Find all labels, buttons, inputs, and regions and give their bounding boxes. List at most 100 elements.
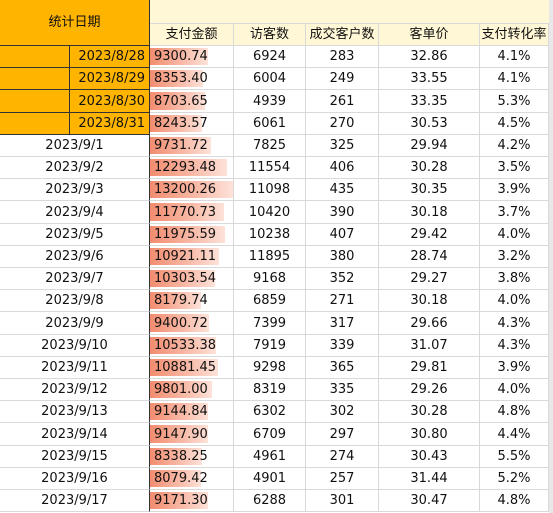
cell-conversion[interactable]: 5.3% <box>480 90 549 113</box>
cell-amount[interactable]: 9144.84 <box>150 401 234 423</box>
cell-avg-order[interactable]: 28.74 <box>379 246 480 268</box>
cell-date[interactable]: 2023/9/8 <box>0 290 150 312</box>
cell-date[interactable]: 2023/9/10 <box>0 335 150 357</box>
cell-date[interactable]: 2023/9/2 <box>0 157 150 179</box>
cell-visitors[interactable]: 9168 <box>234 268 306 290</box>
cell-visitors[interactable]: 11098 <box>234 179 306 201</box>
cell-date[interactable]: 2023/9/4 <box>0 201 150 224</box>
cell-date[interactable]: 2023/9/5 <box>0 224 150 246</box>
cell-customers[interactable]: 352 <box>306 268 379 290</box>
cell-amount[interactable]: 9171.30 <box>150 490 234 512</box>
cell-amount[interactable]: 9731.72 <box>150 135 234 157</box>
header-date[interactable]: 统计日期 <box>0 0 150 46</box>
cell-date[interactable]: 2023/8/28 <box>70 46 150 68</box>
cell-amount[interactable]: 10303.54 <box>150 268 234 290</box>
cell-avg-order[interactable]: 29.42 <box>379 224 480 246</box>
cell-conversion[interactable]: 5.2% <box>480 468 549 490</box>
cell-amount[interactable]: 9400.72 <box>150 312 234 335</box>
cell-avg-order[interactable]: 30.18 <box>379 201 480 224</box>
cell-customers[interactable]: 257 <box>306 468 379 490</box>
cell-date[interactable]: 2023/9/9 <box>0 312 150 335</box>
cell-amount[interactable]: 13200.26 <box>150 179 234 201</box>
cell-conversion[interactable]: 3.5% <box>480 157 549 179</box>
cell-date[interactable]: 2023/8/30 <box>70 90 150 113</box>
cell-date[interactable]: 2023/9/7 <box>0 268 150 290</box>
cell-visitors[interactable]: 11554 <box>234 157 306 179</box>
cell-conversion[interactable]: 4.1% <box>480 46 549 68</box>
header-avg-order[interactable]: 客单价 <box>379 24 480 46</box>
cell-customers[interactable]: 435 <box>306 179 379 201</box>
cell-avg-order[interactable]: 31.07 <box>379 335 480 357</box>
cell-visitors[interactable]: 10420 <box>234 201 306 224</box>
cell-customers[interactable]: 270 <box>306 113 379 135</box>
cell-avg-order[interactable]: 29.27 <box>379 268 480 290</box>
cell-date[interactable]: 2023/9/6 <box>0 246 150 268</box>
cell-customers[interactable]: 283 <box>306 46 379 68</box>
cell-customers[interactable]: 302 <box>306 401 379 423</box>
cell-customers[interactable]: 301 <box>306 490 379 512</box>
cell-avg-order[interactable]: 30.80 <box>379 423 480 446</box>
cell-conversion[interactable]: 3.2% <box>480 246 549 268</box>
cell-visitors[interactable]: 11895 <box>234 246 306 268</box>
cell-avg-order[interactable]: 29.26 <box>379 379 480 401</box>
cell-customers[interactable]: 339 <box>306 335 379 357</box>
cell-conversion[interactable]: 3.9% <box>480 179 549 201</box>
cell-amount[interactable]: 12293.48 <box>150 157 234 179</box>
cell-customers[interactable]: 335 <box>306 379 379 401</box>
cell-amount[interactable]: 8079.42 <box>150 468 234 490</box>
cell-date[interactable]: 2023/8/31 <box>70 113 150 135</box>
cell-avg-order[interactable]: 30.28 <box>379 401 480 423</box>
cell-customers[interactable]: 380 <box>306 246 379 268</box>
cell-customers[interactable]: 406 <box>306 157 379 179</box>
cell-visitors[interactable]: 4901 <box>234 468 306 490</box>
cell-amount[interactable]: 8338.25 <box>150 446 234 468</box>
cell-customers[interactable]: 261 <box>306 90 379 113</box>
cell-avg-order[interactable]: 33.35 <box>379 90 480 113</box>
cell-customers[interactable]: 274 <box>306 446 379 468</box>
cell-visitors[interactable]: 9298 <box>234 357 306 379</box>
cell-conversion[interactable]: 4.2% <box>480 135 549 157</box>
cell-conversion[interactable]: 4.1% <box>480 68 549 90</box>
cell-amount[interactable]: 10921.11 <box>150 246 234 268</box>
cell-visitors[interactable]: 6859 <box>234 290 306 312</box>
cell-conversion[interactable]: 4.4% <box>480 423 549 446</box>
cell-avg-order[interactable]: 32.86 <box>379 46 480 68</box>
cell-avg-order[interactable]: 31.44 <box>379 468 480 490</box>
cell-visitors[interactable]: 4939 <box>234 90 306 113</box>
cell-date[interactable]: 2023/9/14 <box>0 423 150 446</box>
cell-date[interactable]: 2023/9/15 <box>0 446 150 468</box>
cell-avg-order[interactable]: 30.43 <box>379 446 480 468</box>
cell-amount[interactable]: 9147.90 <box>150 423 234 446</box>
cell-amount[interactable]: 11975.59 <box>150 224 234 246</box>
cell-customers[interactable]: 325 <box>306 135 379 157</box>
cell-date[interactable]: 2023/9/1 <box>0 135 150 157</box>
cell-date[interactable]: 2023/9/17 <box>0 490 150 512</box>
cell-conversion[interactable]: 3.9% <box>480 357 549 379</box>
cell-customers[interactable]: 297 <box>306 423 379 446</box>
cell-visitors[interactable]: 10238 <box>234 224 306 246</box>
cell-date[interactable]: 2023/9/3 <box>0 179 150 201</box>
cell-conversion[interactable]: 4.5% <box>480 113 549 135</box>
cell-conversion[interactable]: 4.8% <box>480 401 549 423</box>
cell-visitors[interactable]: 6924 <box>234 46 306 68</box>
cell-visitors[interactable]: 6709 <box>234 423 306 446</box>
cell-amount[interactable]: 9801.00 <box>150 379 234 401</box>
cell-date[interactable]: 2023/9/16 <box>0 468 150 490</box>
cell-customers[interactable]: 407 <box>306 224 379 246</box>
cell-customers[interactable]: 317 <box>306 312 379 335</box>
cell-date[interactable]: 2023/9/12 <box>0 379 150 401</box>
cell-amount[interactable]: 8353.40 <box>150 68 234 90</box>
cell-avg-order[interactable]: 30.28 <box>379 157 480 179</box>
cell-amount[interactable]: 10881.45 <box>150 357 234 379</box>
cell-visitors[interactable]: 8319 <box>234 379 306 401</box>
cell-avg-order[interactable]: 29.81 <box>379 357 480 379</box>
cell-avg-order[interactable]: 30.53 <box>379 113 480 135</box>
header-conversion[interactable]: 支付转化率 <box>480 24 549 46</box>
cell-visitors[interactable]: 7399 <box>234 312 306 335</box>
header-visitors[interactable]: 访客数 <box>234 24 306 46</box>
header-customers[interactable]: 成交客户数 <box>306 24 379 46</box>
cell-amount[interactable]: 11770.73 <box>150 201 234 224</box>
cell-avg-order[interactable]: 30.18 <box>379 290 480 312</box>
header-amount[interactable]: 支付金额 <box>150 24 234 46</box>
cell-visitors[interactable]: 4961 <box>234 446 306 468</box>
